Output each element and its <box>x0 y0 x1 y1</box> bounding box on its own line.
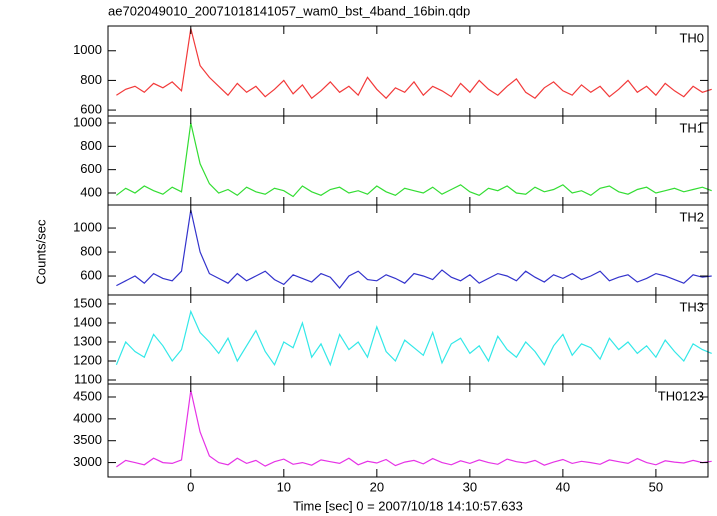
light-curve <box>115 309 712 367</box>
y-tick-label: 4000 <box>73 410 102 425</box>
x-tick-label: 0 <box>187 479 194 494</box>
panel-label: TH2 <box>679 209 704 224</box>
x-tick-label: 30 <box>463 479 477 494</box>
y-tick-label: 1000 <box>73 114 102 129</box>
y-tick-label: 600 <box>80 161 102 176</box>
y-tick-label: 800 <box>80 243 102 258</box>
panel-frame <box>107 25 709 117</box>
x-tick-label: 20 <box>370 479 384 494</box>
panel-label: TH3 <box>679 299 704 314</box>
light-curve <box>116 209 712 289</box>
x-tick-label: 10 <box>277 479 291 494</box>
light-curve <box>116 28 712 100</box>
y-tick-label: 1000 <box>73 42 102 57</box>
y-tick-label: 800 <box>80 138 102 153</box>
panel-label: TH0 <box>679 30 704 45</box>
panel-frame <box>107 383 709 478</box>
y-tick-label: 1500 <box>73 295 102 310</box>
chart-title: ae702049010_20071018141057_wam0_bst_4ban… <box>108 3 470 18</box>
y-tick-label: 1200 <box>73 352 102 367</box>
y-tick-label: 3500 <box>73 432 102 447</box>
x-tick-label: 40 <box>556 479 570 494</box>
y-tick-label: 600 <box>80 267 102 282</box>
y-tick-label: 600 <box>80 102 102 117</box>
y-tick-label: 1000 <box>73 219 102 234</box>
x-tick-label: 50 <box>649 479 663 494</box>
y-tick-label: 3000 <box>73 454 102 469</box>
y-axis-label: Counts/sec <box>33 219 48 285</box>
panel-label: TH0123 <box>658 388 704 403</box>
y-tick-label: 1100 <box>74 371 102 386</box>
panel-frame <box>107 204 709 296</box>
light-curve <box>116 122 712 198</box>
light-curve <box>116 390 712 468</box>
panel-label: TH1 <box>679 120 704 135</box>
panel-frame <box>107 294 709 385</box>
y-tick-label: 1300 <box>73 333 102 348</box>
x-axis-label: Time [sec] 0 = 2007/10/18 14:10:57.633 <box>293 498 523 513</box>
y-tick-label: 400 <box>80 184 102 199</box>
y-tick-label: 4500 <box>73 388 102 403</box>
y-tick-label: 800 <box>80 72 102 87</box>
y-tick-label: 1400 <box>73 314 102 329</box>
